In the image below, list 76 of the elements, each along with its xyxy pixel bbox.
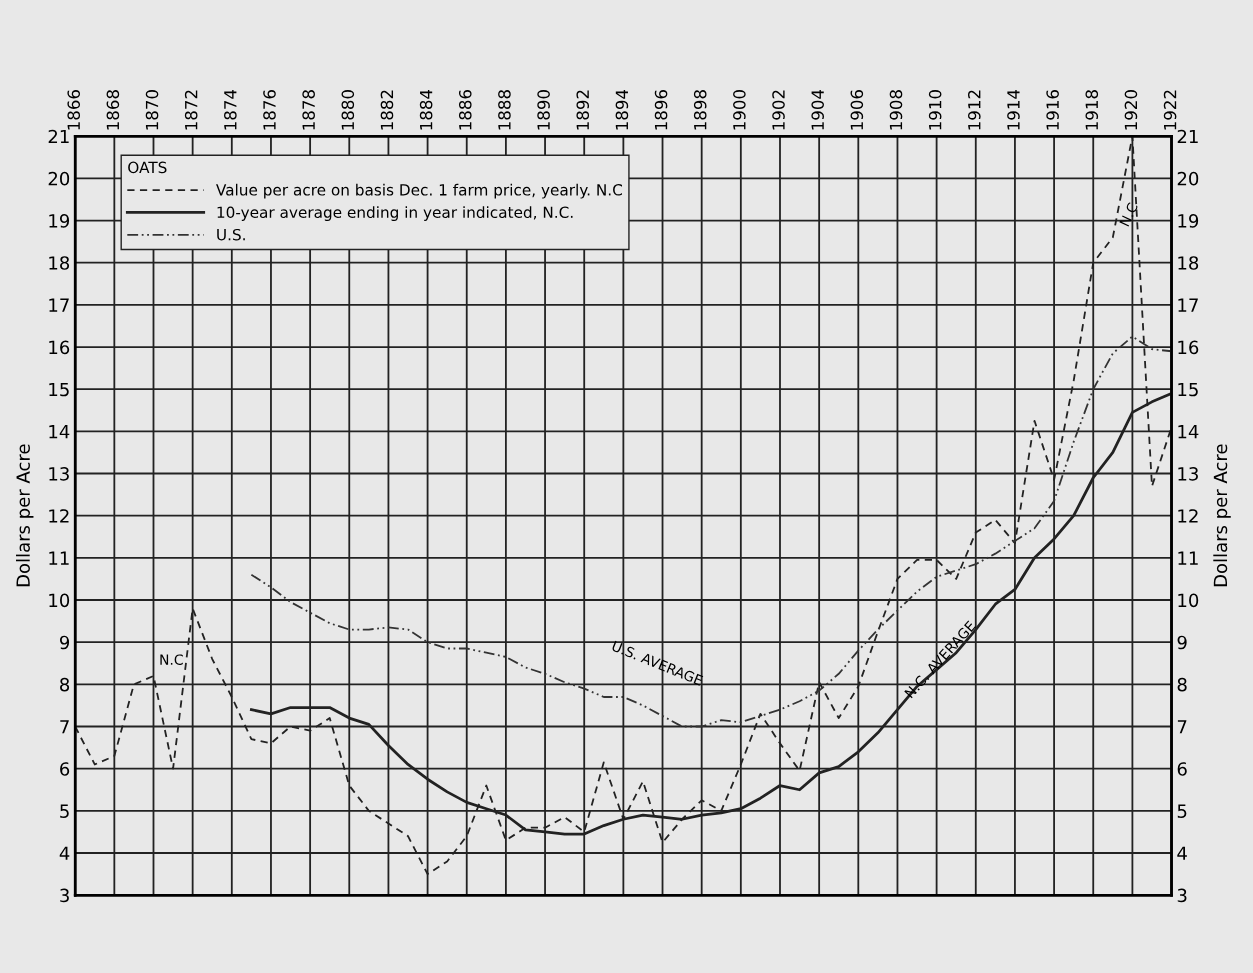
x-tick-label: 1904	[811, 89, 824, 130]
y2-tick-label: 8	[1177, 677, 1187, 692]
y2-axis-title: Dollars per Acre	[1213, 444, 1231, 587]
y-tick-label: 6	[60, 762, 70, 776]
x-tick-label: 1898	[693, 90, 707, 130]
y-tick-label: 10	[49, 593, 70, 608]
y2-tick-label: 12	[1178, 509, 1198, 523]
y-axis-title: Dollars per Acre	[15, 444, 34, 587]
x-tick-label: 1880	[341, 90, 355, 130]
y-tick-label: 12	[49, 509, 69, 523]
y2-tick-label: 21	[1177, 129, 1198, 144]
y-tick-label: 21	[48, 129, 69, 144]
y-tick-label: 9	[59, 635, 70, 650]
x-tick-label: 1868	[106, 90, 120, 130]
x-tick-label: 1900	[733, 90, 746, 130]
x-tick-label: 1882	[380, 90, 394, 130]
y2-tick-label: 19	[1178, 214, 1199, 228]
x-tick-label: 1914	[1007, 89, 1020, 130]
y2-tick-label: 16	[1178, 340, 1199, 355]
y-tick-label: 18	[49, 256, 70, 270]
y2-tick-label: 15	[1178, 382, 1198, 397]
y2-tick-label: 11	[1178, 551, 1198, 565]
y-tick-label: 19	[49, 214, 70, 228]
x-tick-label: 1912	[968, 90, 981, 130]
line-series	[250, 335, 1172, 728]
x-tick-label: 1876	[263, 89, 276, 130]
x-tick-label: 1902	[772, 90, 785, 130]
x-tick-label: 1884	[419, 89, 433, 130]
y2-tick-label: 10	[1178, 593, 1199, 608]
y-tick-label: 11	[49, 551, 69, 565]
x-tick-label: 1906	[850, 89, 864, 130]
x-tick-label: 1918	[1085, 90, 1099, 130]
annotation: N.C	[1119, 201, 1139, 227]
legend-title: OATS	[128, 161, 167, 174]
y2-tick-label: 17	[1178, 298, 1198, 312]
y-tick-label: 17	[49, 298, 69, 312]
x-tick-label: 1888	[498, 90, 511, 130]
y-tick-label: 8	[60, 677, 70, 692]
y-tick-label: 16	[49, 340, 70, 355]
legend-label: U.S.	[217, 228, 245, 241]
x-tick-label: 1910	[928, 90, 942, 130]
y-tick-label: 13	[49, 466, 69, 481]
y-tick-label: 3	[60, 888, 69, 903]
y2-tick-label: 7	[1177, 720, 1187, 734]
y-tick-label: 20	[48, 171, 70, 186]
y-tick-label: 7	[60, 720, 69, 734]
y2-tick-label: 3	[1177, 888, 1187, 903]
x-tick-label: 1922	[1163, 90, 1177, 130]
y-tick-label: 5	[60, 804, 69, 818]
y-tick-label: 14	[49, 425, 70, 439]
annotation: N.C	[160, 654, 183, 665]
x-tick-label: 1896	[654, 89, 668, 130]
y-tick-label: 4	[59, 846, 70, 860]
y2-tick-label: 18	[1178, 256, 1199, 270]
x-tick-label: 1886	[458, 89, 472, 130]
y2-tick-label: 6	[1177, 762, 1187, 776]
y2-tick-label: 5	[1177, 804, 1187, 818]
x-tick-label: 1894	[615, 89, 629, 130]
x-tick-label: 1892	[576, 90, 590, 130]
x-tick-label: 1890	[537, 90, 550, 130]
x-tick-label: 1874	[224, 89, 237, 130]
x-tick-label: 1908	[889, 90, 903, 130]
legend-label: 10-year average ending in year indicated, N.C.	[217, 206, 573, 221]
x-tick-label: 1916	[1046, 89, 1059, 130]
y2-tick-label: 13	[1178, 466, 1198, 481]
y2-tick-label: 9	[1177, 635, 1187, 650]
y2-tick-label: 4	[1177, 846, 1187, 860]
x-tick-label: 1870	[145, 90, 159, 130]
x-tick-label: 1866	[67, 89, 81, 130]
y2-tick-label: 20	[1177, 171, 1199, 186]
y2-tick-label: 14	[1178, 425, 1199, 439]
x-tick-label: 1872	[184, 90, 198, 130]
x-tick-label: 1878	[302, 90, 315, 130]
legend-label: Value per acre on basis Dec. 1 farm price, yearly. N.C	[216, 183, 622, 199]
y-tick-label: 15	[49, 382, 69, 397]
x-tick-label: 1920	[1124, 90, 1138, 130]
